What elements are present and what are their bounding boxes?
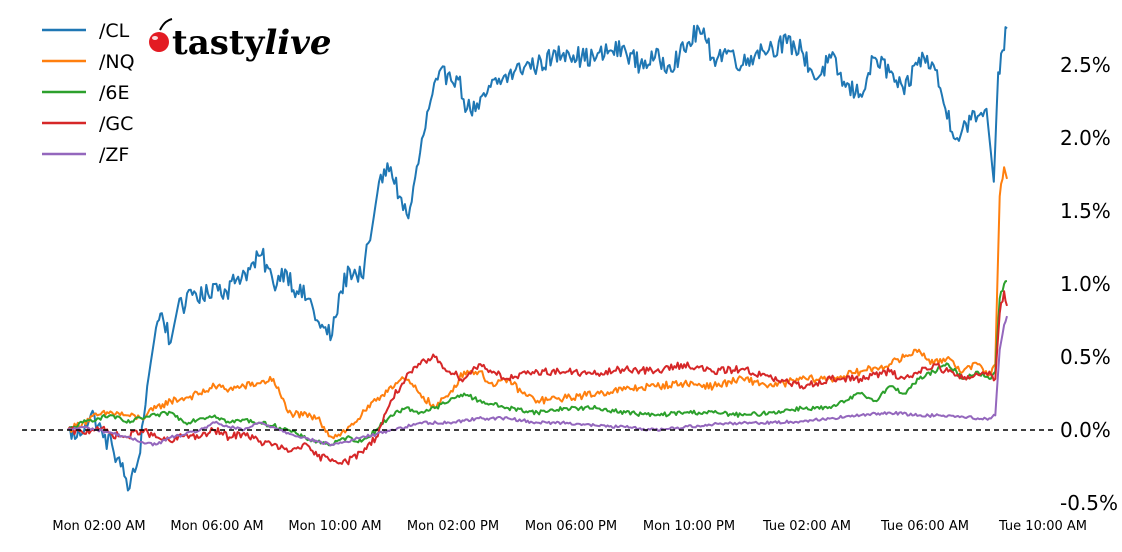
x-tick-label: Mon 06:00 AM	[170, 519, 263, 534]
x-tick-label: Mon 02:00 AM	[52, 519, 145, 534]
x-tick-label: Mon 10:00 AM	[288, 519, 381, 534]
logo-text: tastylive	[172, 23, 332, 63]
legend-item: /CL	[42, 20, 130, 42]
series-line-nq	[67, 166, 1008, 440]
y-axis-ticks: -0.5% 0.0% 0.5% 1.0% 1.5% 2.0% 2.5%	[1060, 53, 1118, 515]
x-tick-label: Tue 10:00 AM	[998, 519, 1087, 534]
series-line-cl	[67, 24, 1008, 492]
legend-item: /GC	[42, 113, 133, 135]
legend-label: /CL	[99, 20, 130, 42]
x-tick-label: Tue 06:00 AM	[880, 519, 969, 534]
legend: /CL/NQ/6E/GC/ZF	[42, 20, 135, 166]
logo-text-accent: live	[264, 23, 331, 63]
logo-text-main: tasty	[172, 23, 266, 63]
x-tick-label: Mon 06:00 PM	[525, 519, 617, 534]
y-tick-label: 2.5%	[1060, 53, 1111, 77]
x-tick-label: Mon 02:00 PM	[407, 519, 499, 534]
tastylive-logo: tastylive	[149, 18, 332, 63]
x-tick-label: Tue 02:00 AM	[762, 519, 851, 534]
y-tick-label: 1.5%	[1060, 199, 1111, 223]
y-tick-label: -0.5%	[1060, 491, 1118, 515]
x-tick-label: Mon 10:00 PM	[643, 519, 735, 534]
legend-item: /NQ	[42, 51, 135, 73]
legend-item: /ZF	[42, 144, 129, 166]
legend-label: /ZF	[99, 144, 129, 166]
series-line-gc	[67, 290, 1008, 466]
y-tick-label: 0.5%	[1060, 345, 1111, 369]
cherry-icon	[149, 18, 173, 52]
y-tick-label: 0.0%	[1060, 418, 1111, 442]
series-line-zf	[67, 315, 1008, 447]
series-line-6e	[67, 280, 1008, 447]
x-axis-ticks: Mon 02:00 AM Mon 06:00 AM Mon 10:00 AM Mon …	[52, 519, 1087, 534]
legend-label: /NQ	[99, 51, 135, 73]
y-tick-label: 1.0%	[1060, 272, 1111, 296]
legend-label: /6E	[99, 82, 130, 104]
y-tick-label: 2.0%	[1060, 126, 1111, 150]
legend-item: /6E	[42, 82, 130, 104]
legend-label: /GC	[99, 113, 133, 135]
plot-lines	[67, 24, 1008, 492]
